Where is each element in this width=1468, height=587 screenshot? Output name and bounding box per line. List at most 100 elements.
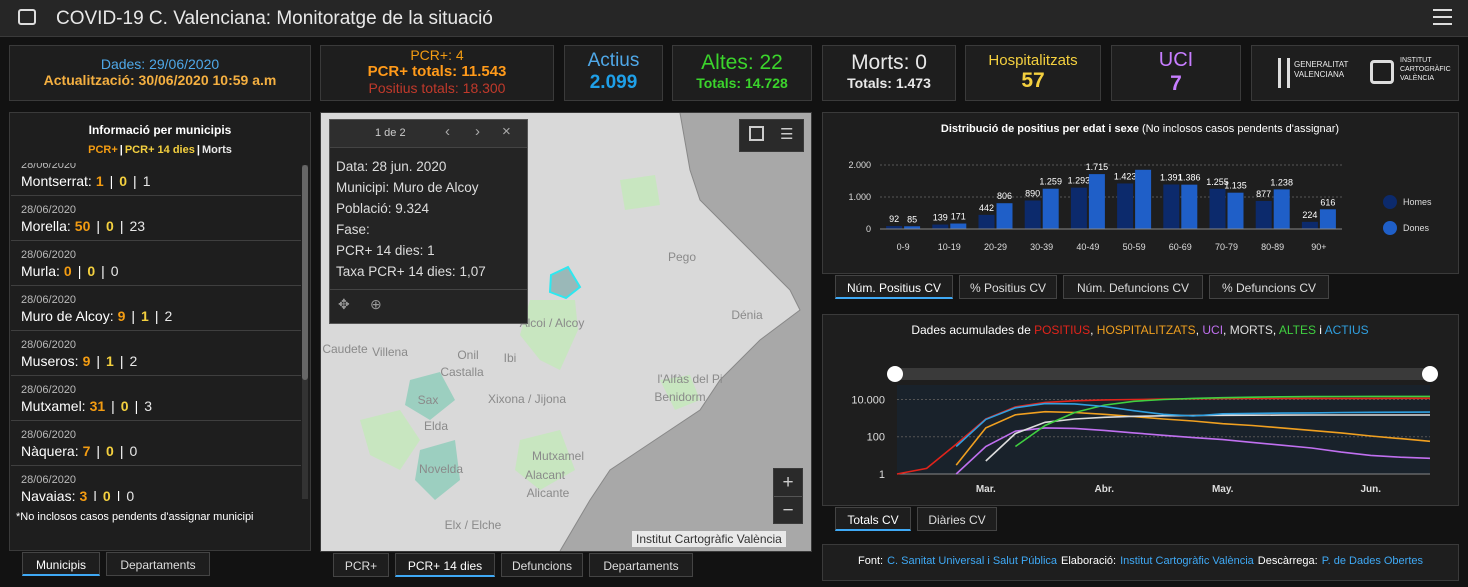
legend-item: PCR+ 14 dies: [124, 144, 195, 156]
gva-logo: GENERALITAT VALENCIANA: [1294, 60, 1348, 80]
legend-separator: |: [119, 144, 123, 156]
footer-link[interactable]: Institut Cartogràfic València: [1120, 555, 1254, 567]
logos-box: GENERALITAT VALENCIANA INSTITUT CARTOGRÀFI…: [1251, 45, 1459, 101]
icv-logo-line: VALÈNCIA: [1400, 75, 1435, 82]
tab[interactable]: Núm. Positius CV: [835, 275, 953, 299]
active-label: Actius: [587, 50, 640, 71]
zoom-out[interactable]: −: [782, 500, 794, 521]
tab-departaments[interactable]: Departaments: [106, 552, 210, 576]
tab[interactable]: % Defuncions CV: [1209, 275, 1329, 299]
popup-line: Taxa PCR+ 14 dies: 1,07: [336, 264, 486, 279]
popup-zoom[interactable]: ⊕: [370, 296, 382, 312]
footer: Font: C. Sanitat Universal i Salut Públic…: [822, 544, 1459, 581]
item-line: Nàquera: 7 | 0 | 0: [21, 443, 137, 459]
deaths-box: Morts: 0 Totals: 1.473: [822, 45, 956, 101]
zoom-in[interactable]: +: [774, 469, 802, 497]
item-name: Morella:: [21, 218, 71, 234]
municipality-item[interactable]: 28/06/2020 Montserrat: 1 | 0 | 1: [11, 163, 301, 196]
municipalities-list[interactable]: 28/06/2020 Montserrat: 1 | 0 | 1 28/06/2020 More…: [11, 163, 301, 501]
tab[interactable]: % Positius CV: [959, 275, 1057, 299]
bar-panel: [822, 112, 1459, 274]
icv-logo: INSTITUT CARTOGRÀFIC VALÈNCIA: [1400, 56, 1451, 83]
gva-logo-icon: [1278, 58, 1290, 88]
update-date: Actualització: 30/06/2020 10:59 a.m: [43, 72, 277, 88]
item-value: 0: [119, 173, 128, 189]
municipality-item[interactable]: 28/06/2020 Nàquera: 7 | 0 | 0: [11, 421, 301, 466]
municipality-item[interactable]: 28/06/2020 Muro de Alcoy: 9 | 1 | 2: [11, 286, 301, 331]
municipalities-panel: Informació per municipis PCR+ | PCR+ 14 di…: [9, 112, 311, 551]
scrollbar-track[interactable]: [302, 165, 308, 499]
tab[interactable]: Totals CV: [835, 507, 911, 531]
item-name: Montserrat:: [21, 173, 92, 189]
footer-link[interactable]: C. Sanitat Universal i Salut Pública: [887, 555, 1058, 567]
municipalities-legend: PCR+ | PCR+ 14 dies | Morts: [10, 144, 310, 156]
app-title: COVID-19 C. Valenciana: Monitoratge de l…: [56, 8, 493, 29]
item-separator: |: [101, 263, 105, 279]
popup-line: PCR+ 14 dies: 1: [336, 243, 435, 258]
item-value: 2: [129, 353, 138, 369]
popup-pager: 1 de 2: [375, 127, 406, 139]
item-value: 2: [164, 308, 173, 324]
hospitalized-box: Hospitalitzats 57: [965, 45, 1101, 101]
popup-next[interactable]: ›: [475, 123, 480, 140]
municipality-item[interactable]: 28/06/2020 Morella: 50 | 0 | 23: [11, 196, 301, 241]
positives-total: Positius totals: 18.300: [368, 80, 506, 96]
municipalities-title: Informació per municipis: [88, 123, 232, 137]
popup-divider: [330, 289, 527, 290]
popup-pan[interactable]: ✥: [338, 296, 350, 312]
gva-logo-line: GENERALITAT: [1294, 60, 1349, 69]
discharged-total: Totals: 14.728: [696, 75, 788, 91]
tab[interactable]: Departaments: [589, 553, 693, 577]
item-value: 23: [129, 218, 146, 234]
home-button[interactable]: [749, 126, 764, 141]
item-value: 0: [120, 398, 129, 414]
tab[interactable]: Diàries CV: [917, 507, 997, 531]
pcr-daily: PCR+: 4: [410, 47, 464, 63]
discharged-label: Altes: 22: [701, 51, 783, 74]
item-value: 0: [110, 263, 119, 279]
hospitalized-value: 57: [1021, 69, 1045, 92]
footer-text: Font:: [857, 555, 884, 567]
icv-logo-line: CARTOGRÀFIC: [1400, 66, 1451, 73]
map-attribution: Institut Cartogràfic València: [632, 531, 786, 547]
item-separator: |: [154, 308, 159, 324]
municipality-item[interactable]: 28/06/2020 Museros: 9 | 1 | 2: [11, 331, 301, 376]
popup-prev[interactable]: ‹: [445, 123, 450, 140]
tab[interactable]: PCR+: [333, 553, 389, 577]
item-value: 1: [95, 173, 104, 189]
line-panel: [822, 314, 1459, 506]
app-icon: [18, 9, 36, 25]
item-separator: |: [111, 398, 115, 414]
icv-logo-icon: [1370, 60, 1394, 84]
item-value: 9: [117, 308, 126, 324]
item-separator: |: [131, 308, 136, 324]
item-value: 1: [142, 173, 151, 189]
pcr-total: PCR+ totals: 11.543: [367, 63, 507, 80]
item-name: Mutxamel:: [21, 398, 86, 414]
tab[interactable]: Defuncions: [501, 553, 583, 577]
popup-header: 1 de 2 ‹ › ×: [330, 120, 527, 148]
item-separator: |: [96, 218, 101, 234]
municipality-item[interactable]: 28/06/2020 Murla: 0 | 0 | 0: [11, 241, 301, 286]
item-value: 7: [82, 443, 91, 459]
tab[interactable]: PCR+ 14 dies: [395, 553, 495, 577]
item-name: Museros:: [21, 353, 79, 369]
popup-close[interactable]: ×: [502, 123, 511, 140]
item-separator: |: [109, 173, 114, 189]
municipality-item[interactable]: 28/06/2020 Mutxamel: 31 | 0 | 3: [11, 376, 301, 421]
layers-button[interactable]: ☰: [780, 126, 794, 143]
tab[interactable]: Núm. Defuncions CV: [1063, 275, 1203, 299]
icu-label: UCI: [1158, 49, 1194, 71]
popup-line: Fase:: [336, 222, 370, 237]
item-separator: |: [93, 488, 97, 501]
icv-logo-line: INSTITUT: [1400, 57, 1432, 64]
item-separator: |: [119, 218, 124, 234]
footer-link[interactable]: P. de Dades Obertes: [1321, 555, 1424, 567]
municipality-item[interactable]: 28/06/2020 Navajas: 3 | 0 | 0: [11, 466, 301, 501]
tab-municipis[interactable]: Municipis: [22, 552, 100, 576]
menu-button[interactable]: [1433, 9, 1452, 25]
dates-box: Dades: 29/06/2020 Actualització: 30/06/2…: [9, 45, 311, 101]
header-bar: COVID-19 C. Valenciana: Monitoratge de l…: [0, 0, 1468, 37]
item-date: 28/06/2020: [21, 249, 77, 261]
